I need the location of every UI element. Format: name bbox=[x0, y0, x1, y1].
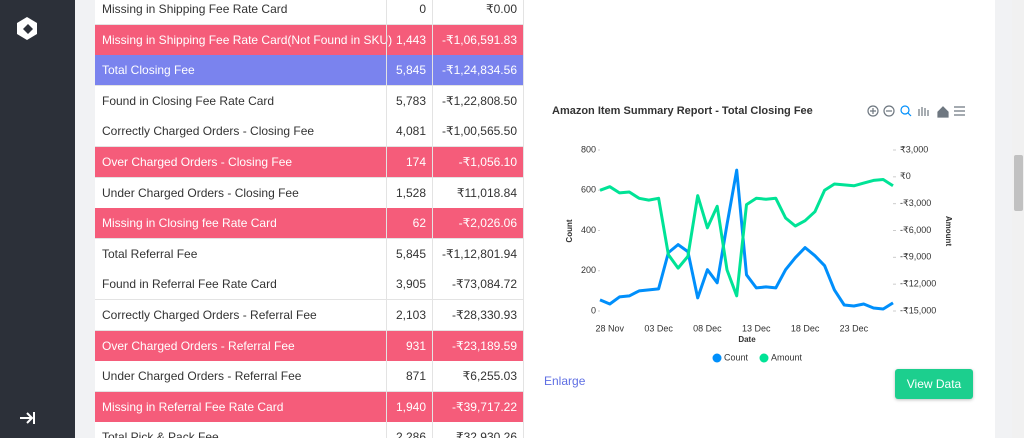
y2-tick-label: -₹3,000 bbox=[900, 198, 931, 208]
series-line bbox=[599, 168, 894, 311]
table-cell: -₹1,056.10 bbox=[432, 147, 524, 177]
table-row: Missing in Referral Fee Rate Card 1,940 -₹… bbox=[95, 391, 524, 423]
y2-tick-label: ₹3,000 bbox=[900, 144, 928, 154]
table-row: Total Pick & Pack Fee 2,286 ₹32,930.26 bbox=[95, 422, 524, 438]
x-tick-label: 03 Dec bbox=[644, 323, 673, 333]
table-cell: 4,081 bbox=[386, 116, 432, 147]
y-tick-label: 0 bbox=[591, 305, 596, 315]
table-cell: 2,103 bbox=[386, 300, 432, 330]
y2-tick-label: -₹6,000 bbox=[900, 225, 931, 235]
y-axis-title: Count bbox=[565, 219, 574, 242]
y2-tick-label: -₹15,000 bbox=[900, 305, 936, 315]
sidebar-icons bbox=[17, 17, 37, 424]
table-cell: 1,528 bbox=[386, 177, 432, 208]
table-cell: -₹1,06,591.83 bbox=[432, 24, 524, 55]
table-cell: Correctly Charged Orders - Referral Fee bbox=[102, 308, 317, 322]
series-line bbox=[599, 178, 894, 298]
table-cell: 174 bbox=[386, 147, 432, 177]
table-cell: -₹28,330.93 bbox=[432, 300, 524, 330]
legend-label: Amount bbox=[771, 352, 803, 362]
view-data-button[interactable]: View Data bbox=[895, 369, 973, 399]
table-cell: 2,286 bbox=[386, 422, 432, 438]
table-row: Missing in Shipping Fee Rate Card 0 ₹0.00 bbox=[95, 0, 524, 25]
table-cell: 1,443 bbox=[386, 24, 432, 55]
table-cell: 871 bbox=[386, 361, 432, 392]
logo-mark bbox=[23, 24, 33, 34]
table-cell: Correctly Charged Orders - Closing Fee bbox=[102, 124, 315, 139]
table-cell: ₹0.00 bbox=[432, 0, 524, 24]
x-tick-label: 28 Nov bbox=[596, 323, 625, 333]
table-cell: 5,845 bbox=[386, 55, 432, 86]
x-tick-label: 18 Dec bbox=[791, 323, 820, 333]
table-cell: -₹1,00,565.50 bbox=[432, 116, 524, 147]
legend-marker bbox=[712, 353, 722, 363]
table-cell: Found in Closing Fee Rate Card bbox=[102, 93, 275, 108]
table-row: Over Charged Orders - Referral Fee 931 -₹2… bbox=[95, 330, 524, 362]
table-cell: Total Closing Fee bbox=[102, 63, 195, 78]
y-tick-label: 800 bbox=[581, 144, 596, 154]
table-cell: Missing in Shipping Fee Rate Card(Not Fo… bbox=[102, 32, 393, 47]
table-cell: Missing in Closing fee Rate Card bbox=[102, 216, 277, 231]
table-cell: Total Referral Fee bbox=[102, 246, 198, 261]
table-row: Total Referral Fee 5,845 -₹1,12,801.94 bbox=[95, 238, 524, 270]
table-cell: Under Charged Orders - Referral Fee bbox=[102, 369, 302, 384]
table-cell: ₹32,930.26 bbox=[432, 422, 524, 438]
table-cell: -₹1,24,834.56 bbox=[432, 55, 524, 86]
table-row: Under Charged Orders - Closing Fee 1,528 ₹… bbox=[95, 177, 524, 209]
table-cell: Total Pick & Pack Fee bbox=[102, 430, 219, 438]
table-row: Over Charged Orders - Closing Fee 174 -₹1,… bbox=[95, 147, 524, 178]
legend-marker bbox=[759, 353, 769, 363]
table-row: Found in Referral Fee Rate Card 3,905 -₹73… bbox=[95, 269, 524, 301]
table-cell: 1,940 bbox=[386, 391, 432, 422]
table-cell: Missing in Referral Fee Rate Card bbox=[102, 399, 284, 414]
table-cell: 3,905 bbox=[386, 269, 432, 300]
scrollbar[interactable] bbox=[1012, 0, 1024, 438]
x-tick-label: 13 Dec bbox=[742, 323, 771, 333]
table-cell: 5,845 bbox=[386, 238, 432, 269]
table-row: Missing in Shipping Fee Rate Card(Not Fo… bbox=[95, 24, 524, 56]
y-tick-label: 600 bbox=[581, 185, 596, 195]
table-cell: -₹73,084.72 bbox=[432, 269, 524, 300]
x-tick-label: 23 Dec bbox=[840, 323, 869, 333]
table-cell: 5,783 bbox=[386, 85, 432, 116]
table-cell: ₹11,018.84 bbox=[432, 177, 524, 208]
table-cell: 931 bbox=[386, 330, 432, 361]
enlarge-link[interactable]: Enlarge bbox=[544, 374, 586, 388]
table-cell: -₹1,22,808.50 bbox=[432, 85, 524, 116]
table-cell: -₹23,189.59 bbox=[432, 330, 524, 361]
table-cell: -₹2,026.06 bbox=[432, 208, 524, 239]
table-cell: ₹6,255.03 bbox=[432, 361, 524, 392]
table-row: Found in Closing Fee Rate Card 5,783 -₹1,2… bbox=[95, 85, 524, 117]
table-cell: 62 bbox=[386, 208, 432, 239]
table-cell: Over Charged Orders - Referral Fee bbox=[102, 338, 295, 353]
table-cell: Over Charged Orders - Closing Fee bbox=[102, 155, 293, 169]
x-tick-label: 08 Dec bbox=[693, 323, 722, 333]
legend-label: Count bbox=[724, 352, 749, 362]
chart-title: Amazon Item Summary Report - Total Closi… bbox=[552, 105, 813, 117]
sidebar bbox=[0, 0, 75, 438]
x-axis-title: Date bbox=[738, 335, 756, 344]
table-cell: Under Charged Orders - Closing Fee bbox=[102, 185, 299, 200]
scrollbar-thumb[interactable] bbox=[1014, 155, 1023, 211]
y-tick-label: 200 bbox=[581, 265, 596, 275]
y2-axis-title: Amount bbox=[944, 216, 953, 247]
table-cell: Found in Referral Fee Rate Card bbox=[102, 277, 277, 292]
table-row: Under Charged Orders - Referral Fee 871 ₹6… bbox=[95, 361, 524, 393]
table-row: Correctly Charged Orders - Referral Fee 2… bbox=[95, 300, 524, 331]
y2-tick-label: -₹9,000 bbox=[900, 252, 931, 262]
table-cell: -₹1,12,801.94 bbox=[432, 238, 524, 269]
table-cell: Missing in Shipping Fee Rate Card bbox=[102, 2, 288, 16]
table-cell: 0 bbox=[386, 0, 432, 24]
table-row: Correctly Charged Orders - Closing Fee 4,… bbox=[95, 116, 524, 148]
table-row: Missing in Closing fee Rate Card 62 -₹2,02… bbox=[95, 208, 524, 240]
y-tick-label: 400 bbox=[581, 225, 596, 235]
expand-icon[interactable] bbox=[20, 412, 35, 424]
chart-toolbar[interactable] bbox=[867, 105, 965, 118]
table-cell: -₹39,717.22 bbox=[432, 391, 524, 422]
table-row: Total Closing Fee 5,845 -₹1,24,834.56 bbox=[95, 55, 524, 87]
y2-tick-label: ₹0 bbox=[900, 171, 911, 181]
y2-tick-label: -₹12,000 bbox=[900, 279, 936, 289]
